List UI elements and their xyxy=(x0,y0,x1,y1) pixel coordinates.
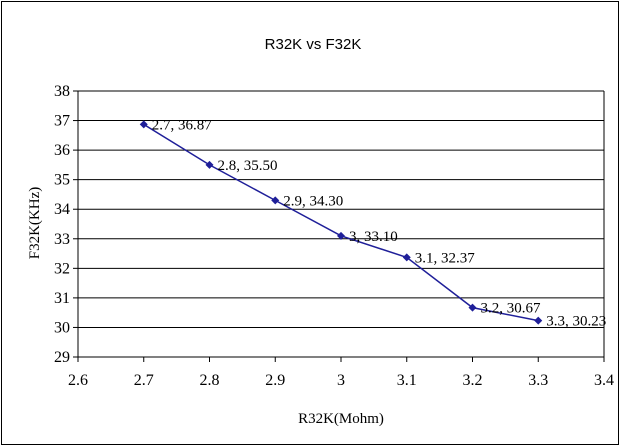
data-point-label: 3.2, 30.67 xyxy=(481,301,542,317)
data-point-marker xyxy=(271,196,280,205)
data-point-label: 3.1, 32.37 xyxy=(415,250,476,266)
data-point-label: 3, 33.10 xyxy=(349,229,398,245)
y-tick-label: 32 xyxy=(54,260,70,277)
y-tick-label: 31 xyxy=(54,290,70,307)
data-point-marker xyxy=(337,231,345,240)
data-point-marker xyxy=(534,316,543,325)
x-tick-label: 3 xyxy=(337,372,345,389)
axes xyxy=(73,90,605,362)
data-point-marker xyxy=(205,160,214,169)
y-tick-label: 29 xyxy=(54,349,70,366)
data-point-label: 2.9, 34.30 xyxy=(283,193,343,209)
data-point-label: 2.8, 35.50 xyxy=(218,158,278,174)
y-tick-label: 37 xyxy=(54,113,70,130)
x-tick-label: 2.6 xyxy=(68,372,88,389)
x-tick-label: 3.3 xyxy=(528,372,548,389)
y-tick-label: 38 xyxy=(54,83,70,100)
x-tick-label: 2.7 xyxy=(134,372,154,389)
y-axis-label: F32K(KHz) xyxy=(27,187,43,260)
chart-title: R32K vs F32K xyxy=(265,36,362,53)
series xyxy=(143,123,539,322)
x-tick-label: 2.8 xyxy=(200,372,220,389)
data-point-label: 2.7, 36.87 xyxy=(152,117,213,133)
data-point-marker xyxy=(139,120,148,129)
data-point-marker xyxy=(468,303,477,312)
markers xyxy=(139,120,543,325)
point-labels: 2.7, 36.87 2.8, 35.50 2.9, 34.30 3, 33.10 3.… xyxy=(152,117,607,329)
x-tick-label: 3.2 xyxy=(463,372,483,389)
y-tick-label: 35 xyxy=(54,172,70,189)
x-tick-label: 3.1 xyxy=(397,372,417,389)
x-axis-label: R32K(Mohm) xyxy=(298,411,384,427)
y-tick-label: 36 xyxy=(54,142,70,159)
data-point-marker xyxy=(402,253,411,262)
y-tick-label: 33 xyxy=(54,231,70,248)
x-tick-label: 3.4 xyxy=(594,372,614,389)
y-tick-label: 30 xyxy=(54,319,70,336)
data-point-label: 3.3, 30.23 xyxy=(546,314,606,330)
x-tick-label: 2.9 xyxy=(265,372,285,389)
series-line xyxy=(143,123,539,322)
tick-labels: 29 30 31 32 33 34 35 36 37 38 2.6 2.7 2.8 2.9 3 3.1 3.2 3… xyxy=(54,83,614,389)
y-tick-label: 34 xyxy=(54,201,70,218)
